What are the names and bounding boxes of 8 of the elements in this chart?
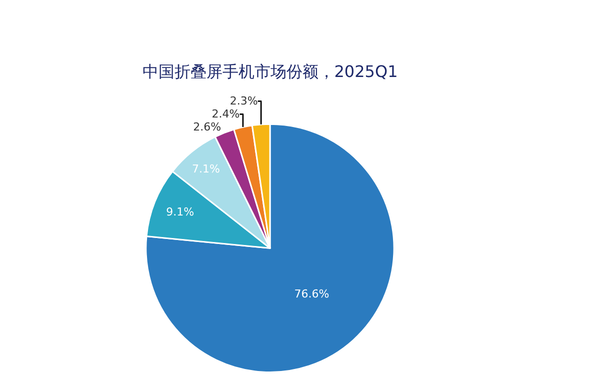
data-label: 2.3%: [230, 94, 258, 108]
data-label: 76.6%: [294, 288, 330, 301]
data-label: 9.1%: [166, 206, 194, 219]
data-label: 7.1%: [192, 162, 220, 176]
data-label: 2.6%: [193, 120, 222, 134]
pie-slice: [145, 123, 395, 373]
data-label: 2.4%: [212, 108, 240, 121]
chart-title: 中国折叠屏手机市场份额，2025Q1: [142, 62, 398, 82]
